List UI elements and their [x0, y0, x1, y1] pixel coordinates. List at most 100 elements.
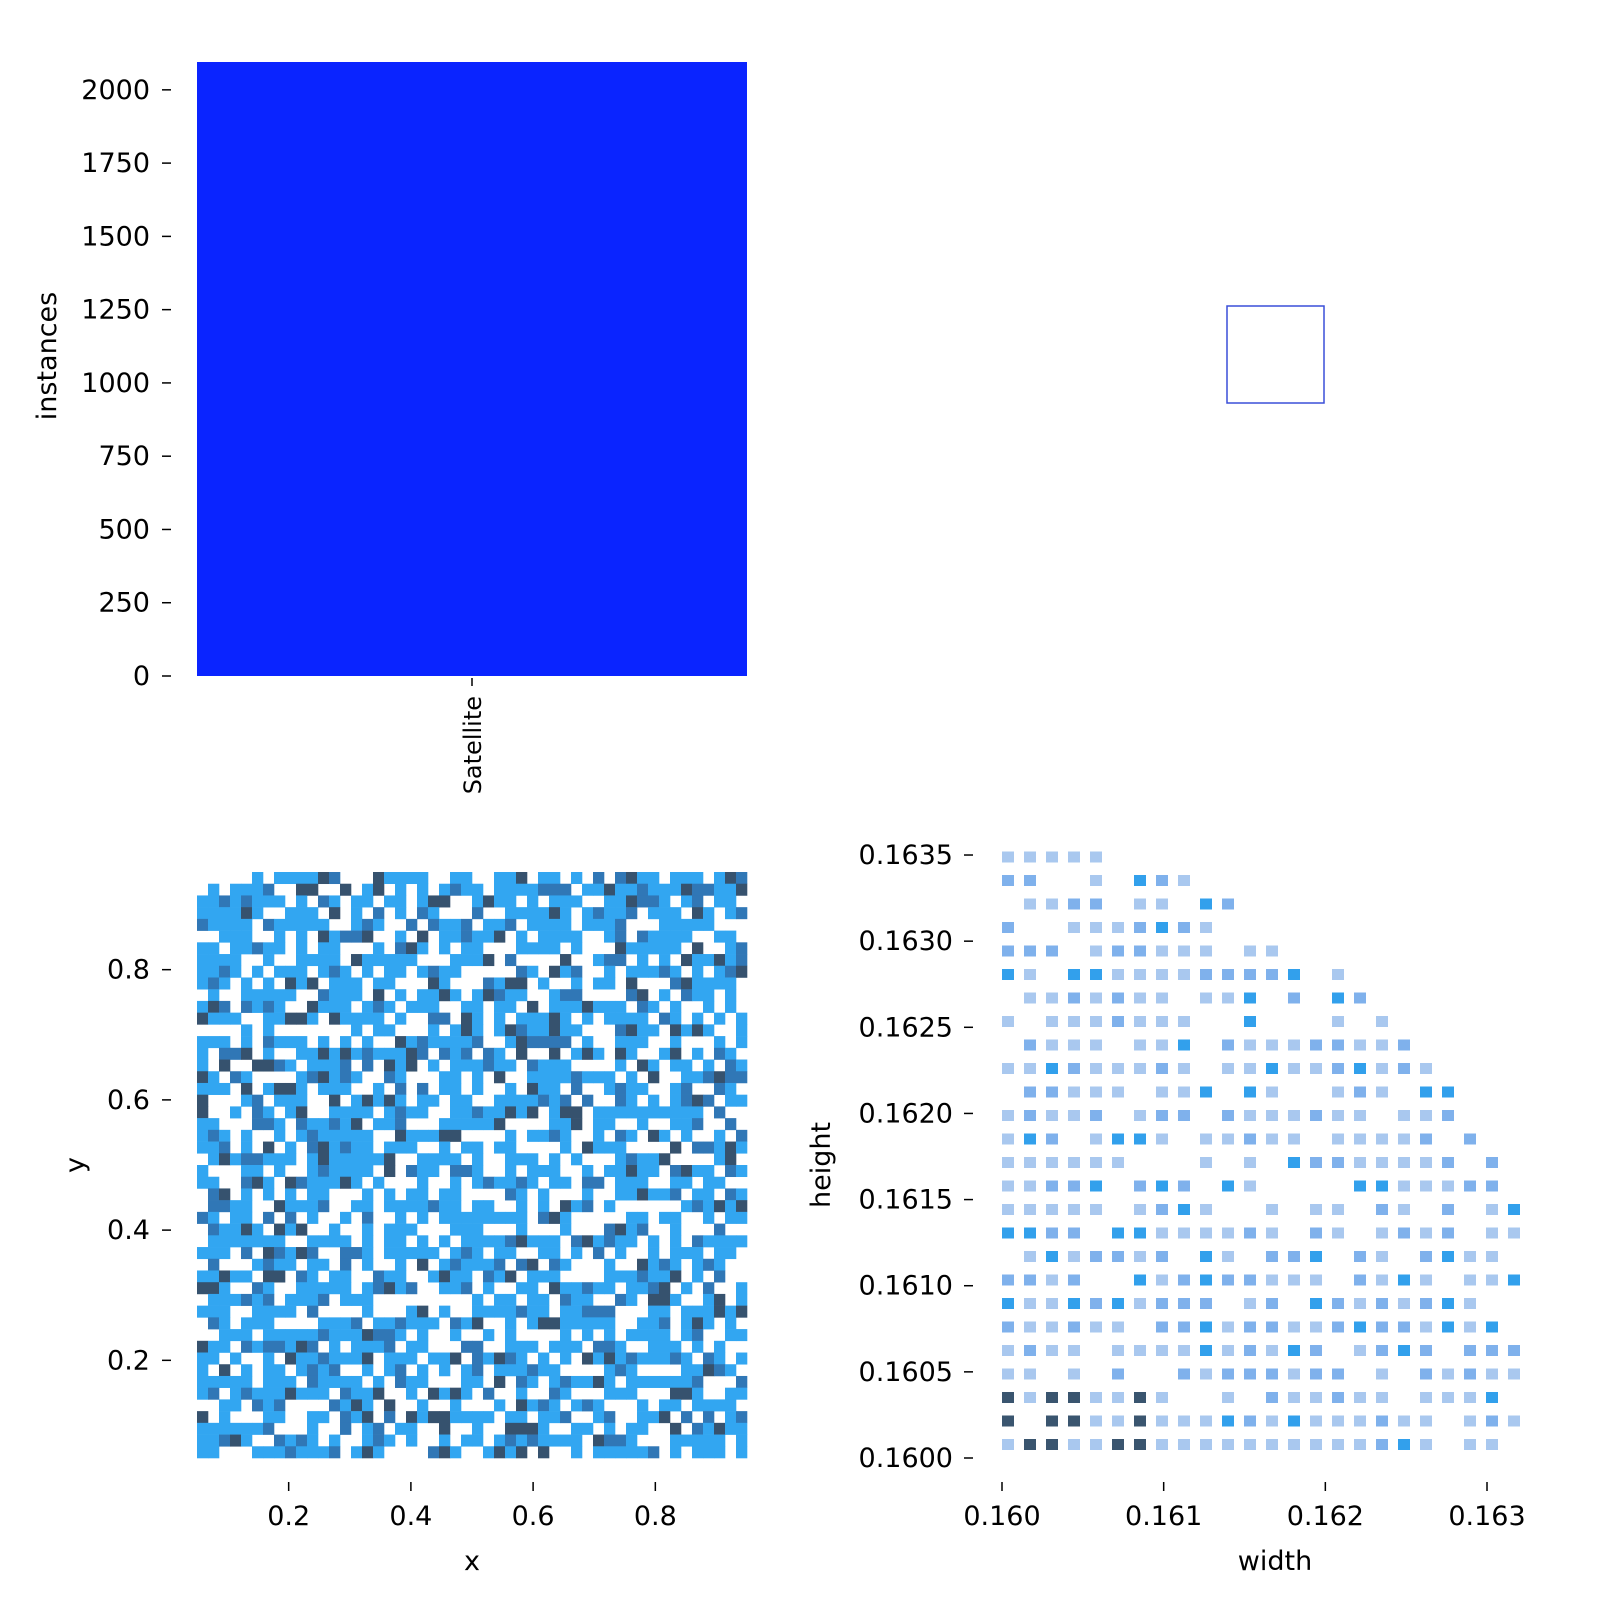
heatmap-cell — [395, 1012, 407, 1025]
heatmap-cell — [230, 1352, 242, 1365]
heatmap-cell — [714, 1422, 726, 1435]
heatmap-cell — [516, 883, 528, 896]
heatmap-cell — [1024, 1039, 1036, 1051]
heatmap-cell — [362, 1047, 374, 1060]
heatmap-cell — [1002, 1298, 1014, 1309]
heatmap-cell — [1156, 875, 1168, 886]
heatmap-cell — [318, 1129, 330, 1142]
heatmap-cell — [527, 1235, 539, 1248]
heatmap-cell — [593, 872, 605, 885]
heatmap-cell — [1134, 1039, 1146, 1051]
heatmap-cell — [450, 1165, 462, 1178]
heatmap-cell — [219, 1399, 231, 1412]
heatmap-cell — [1134, 1392, 1146, 1403]
heatmap-cell — [626, 1282, 638, 1295]
heatmap-cell — [593, 1399, 605, 1412]
heatmap-cell — [384, 965, 396, 978]
heatmap-cell — [285, 1141, 297, 1154]
heatmap-cell — [1376, 1439, 1388, 1450]
heatmap-cell — [571, 1118, 583, 1131]
heatmap-cell — [219, 1059, 231, 1072]
heatmap-cell — [681, 1387, 693, 1400]
heatmap-cell — [692, 1188, 704, 1201]
heatmap-cell — [670, 918, 682, 931]
heatmap-cell — [527, 895, 539, 908]
heatmap-cell — [450, 1082, 462, 1095]
heatmap-cell — [483, 1118, 495, 1131]
heatmap-cell — [296, 1352, 308, 1365]
heatmap-cell — [1046, 1345, 1058, 1356]
heatmap-cell — [637, 1446, 649, 1459]
heatmap-cell — [340, 1422, 352, 1435]
heatmap-cell — [417, 1047, 429, 1060]
heatmap-cell — [219, 1340, 231, 1353]
heatmap-cell — [494, 1258, 506, 1271]
heatmap-cell — [736, 1012, 748, 1025]
heatmap-cell — [516, 989, 528, 1002]
heatmap-cell — [538, 1352, 550, 1365]
heatmap-cell — [571, 1200, 583, 1213]
heatmap-cell — [549, 1399, 561, 1412]
heatmap-cell — [351, 1047, 363, 1060]
heatmap-cell — [1420, 1298, 1432, 1309]
heatmap-cell — [219, 1036, 231, 1049]
heatmap-cell — [461, 1141, 473, 1154]
heatmap-cell — [428, 895, 440, 908]
heatmap-cell — [516, 1411, 528, 1424]
heatmap-cell — [615, 1434, 627, 1447]
heatmap-cell — [362, 1411, 374, 1424]
heatmap-cell — [373, 1317, 385, 1330]
heatmap-cell — [626, 1165, 638, 1178]
heatmap-cell — [692, 1235, 704, 1248]
heatmap-cell — [494, 1446, 506, 1459]
heatmap-cell — [714, 1364, 726, 1377]
heatmap-cell — [307, 1329, 319, 1342]
heatmap-cell — [615, 1012, 627, 1025]
heatmap-cell — [1310, 1298, 1322, 1309]
heatmap-cell — [208, 1317, 220, 1330]
heatmap-cell — [384, 1094, 396, 1107]
heatmap-cell — [505, 1235, 517, 1248]
heatmap-cell — [219, 1282, 231, 1295]
heatmap-cell — [1112, 1086, 1124, 1098]
heatmap-cell — [1134, 1274, 1146, 1286]
y-tick-label: 1250 — [81, 295, 150, 326]
heatmap-cell — [593, 1340, 605, 1353]
heatmap-cell — [538, 1305, 550, 1318]
heatmap-cell — [648, 1153, 660, 1166]
heatmap-cell — [703, 1000, 715, 1013]
heatmap-cell — [516, 1399, 528, 1412]
heatmap-cell — [626, 1188, 638, 1201]
heatmap-cell — [439, 1434, 451, 1447]
heatmap-cell — [428, 1200, 440, 1213]
heatmap-cell — [329, 1329, 341, 1342]
heatmap-cell — [384, 954, 396, 967]
heatmap-cell — [1464, 1298, 1476, 1309]
heatmap-cell — [615, 1293, 627, 1306]
heatmap-cell — [604, 1071, 616, 1084]
heatmap-cell — [1464, 1180, 1476, 1192]
heatmap-cell — [219, 918, 231, 931]
heatmap-cell — [406, 1047, 418, 1060]
heatmap-cell — [1486, 1204, 1498, 1215]
heatmap-cell — [362, 1094, 374, 1107]
heatmap-cell — [494, 1012, 506, 1025]
heatmap-cell — [219, 954, 231, 967]
heatmap-cell — [1244, 1157, 1256, 1168]
heatmap-cell — [274, 1082, 286, 1095]
heatmap-cell — [516, 1364, 528, 1377]
heatmap-cell — [670, 1047, 682, 1060]
heatmap-cell — [1310, 1251, 1322, 1262]
heatmap-cell — [604, 1000, 616, 1013]
heatmap-cell — [505, 989, 517, 1002]
heatmap-cell — [505, 1176, 517, 1189]
heatmap-cell — [1354, 1133, 1366, 1145]
heatmap-cell — [450, 1200, 462, 1213]
heatmap-cell — [395, 1059, 407, 1072]
heatmap-cell — [1002, 1227, 1014, 1239]
heatmap-cell — [384, 1270, 396, 1283]
heatmap-cell — [384, 1188, 396, 1201]
heatmap-cell — [483, 1211, 495, 1224]
heatmap-cell — [307, 1340, 319, 1353]
heatmap-cell — [1288, 1063, 1300, 1074]
